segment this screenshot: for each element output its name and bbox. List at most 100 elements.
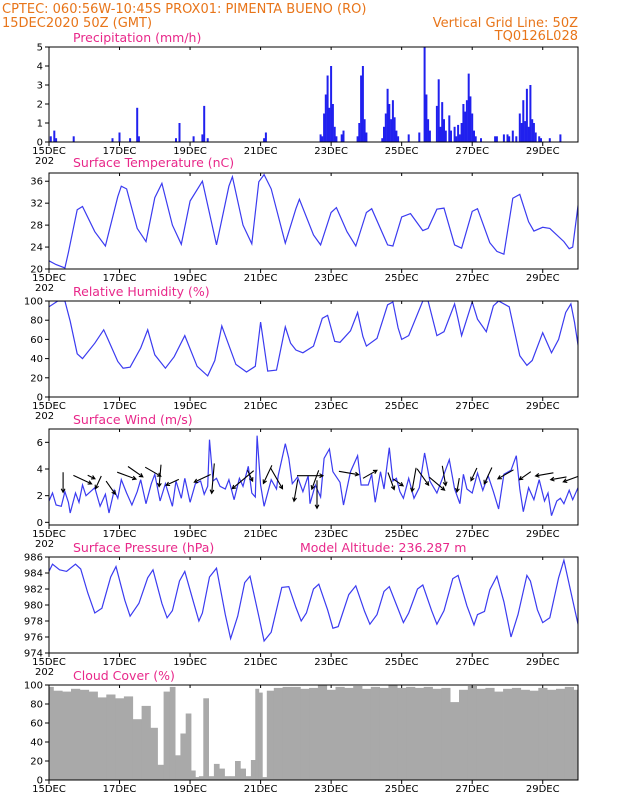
temp-xtick-label: 21DEC <box>244 273 278 284</box>
cloud-bar <box>123 696 134 780</box>
precip-bar <box>465 100 468 142</box>
precip-bar <box>340 134 343 142</box>
precip-xtick-label: 27DEC <box>455 146 489 157</box>
cloud-bar <box>115 698 125 780</box>
precip-bar <box>444 130 447 142</box>
pressure-panel: 974 976 978 980 982 984 986 15DEC 17DEC 19DEC 21DE… <box>24 540 579 678</box>
cloud-bar <box>379 687 389 780</box>
wind-vector-arrow <box>416 468 430 487</box>
wind-vector-arrow <box>270 467 284 490</box>
wind-vector-arrow <box>94 475 102 490</box>
rh-ytick-label: 20 <box>30 373 43 384</box>
precip-bar <box>49 136 52 142</box>
cloud-bar <box>185 713 192 780</box>
pressure-title: Surface Pressure (hPa) <box>73 540 214 555</box>
header-line2-left: 15DEC2020 50Z (GMT) <box>2 16 152 31</box>
temp-xtick-label: 25DEC <box>385 273 419 284</box>
rh-ytick-label: 60 <box>30 335 43 346</box>
precip-bar <box>137 136 140 142</box>
cloud-bar <box>229 776 236 780</box>
cloud-bar <box>547 689 557 780</box>
rh-panel: 0 20 40 60 80 100 15DEC 17DEC 19DEC 21DEC 23DEC 25D… <box>24 284 579 422</box>
precip-bar <box>397 136 400 142</box>
cloud-bar <box>208 776 215 780</box>
precip-bar <box>342 130 345 142</box>
precip-bar <box>443 119 445 142</box>
rh-xtick-label: 15DEC <box>32 401 66 412</box>
precip-bar <box>522 100 525 142</box>
cloud-bar <box>300 688 310 780</box>
precip-bar <box>331 104 334 142</box>
wind-vector-arrow <box>518 471 532 481</box>
wind-xtick-label: 19DEC <box>173 529 207 540</box>
cloud-ytick-label: 80 <box>30 700 43 711</box>
cloud-bar <box>573 689 578 780</box>
wind-xtick-year: 202 <box>35 539 54 550</box>
precip-bar <box>524 121 527 142</box>
wind-vector-arrow <box>362 469 378 479</box>
cloud-bar <box>180 733 187 780</box>
wind-vector-arrow <box>105 480 116 496</box>
wind-vector-arrow <box>60 472 66 494</box>
precip-bar <box>324 94 327 142</box>
temp-xtick-label: 29DEC <box>526 273 560 284</box>
cloud-bar <box>132 719 142 780</box>
precip-bar <box>330 66 333 142</box>
precip-bar <box>335 136 338 142</box>
precip-xtick-label: 21DEC <box>244 146 278 157</box>
precip-bar <box>53 130 56 142</box>
cloud-bar <box>511 687 522 780</box>
cloud-bar <box>250 760 256 780</box>
cloud-xtick-label: 17DEC <box>103 784 137 795</box>
cloud-xtick-label: 27DEC <box>455 784 489 795</box>
precip-bar <box>471 113 474 142</box>
wind-vector-arrow <box>297 473 325 479</box>
precip-bar <box>423 47 426 142</box>
pressure-ytick-label: 982 <box>24 585 43 596</box>
cloud-bar <box>494 691 504 780</box>
wind-ytick-label: 0 <box>37 518 43 529</box>
precip-bar <box>439 126 442 142</box>
precip-xtick-label: 19DEC <box>173 146 207 157</box>
cloud-bar <box>309 687 319 780</box>
precip-bar <box>527 126 530 142</box>
cloud-bar <box>344 687 354 780</box>
cloud-bar <box>195 777 200 780</box>
rh-ytick-label: 80 <box>30 316 43 327</box>
precip-bar <box>453 126 456 142</box>
rh-title: Relative Humidity (%) <box>73 284 210 299</box>
rh-ytick-label: 40 <box>30 354 43 365</box>
precip-bar <box>435 105 438 142</box>
precip-bar <box>425 94 428 142</box>
temp-xtick-label: 27DEC <box>455 273 489 284</box>
precip-bar <box>515 136 518 142</box>
cloud-ytick-label: 0 <box>37 776 43 787</box>
cloud-bar <box>273 687 283 780</box>
rh-xtick-label: 25DEC <box>385 401 419 412</box>
precip-ytick-label: 4 <box>37 62 43 73</box>
temp-title: Surface Temperature (nC) <box>73 155 234 170</box>
pressure-xtick-label: 25DEC <box>385 657 419 668</box>
cloud-bar <box>362 688 372 780</box>
cloud-bar <box>203 698 209 780</box>
cloud-bar <box>326 689 336 780</box>
rh-xtick-label: 27DEC <box>455 401 489 412</box>
cloud-bar <box>163 691 171 780</box>
precip-xtick-label: 15DEC <box>32 146 66 157</box>
wind-frame <box>48 428 579 526</box>
precip-bar <box>118 132 121 142</box>
precip-bar <box>264 132 267 142</box>
wind-vector-arrow <box>193 474 211 483</box>
precip-bar <box>388 104 391 142</box>
precip-bar <box>511 130 514 142</box>
precip-bar <box>328 107 331 142</box>
wind-vector-arrow <box>310 470 320 491</box>
pressure-ytick-label: 986 <box>24 553 43 564</box>
cloud-bar <box>150 727 158 780</box>
precip-bar <box>321 136 324 142</box>
precip-frame <box>48 46 579 143</box>
precip-bar <box>358 123 361 142</box>
wind-title: Surface Wind (m/s) <box>73 412 193 427</box>
wind-vector-arrow <box>117 471 138 481</box>
precip-bar <box>460 123 463 142</box>
